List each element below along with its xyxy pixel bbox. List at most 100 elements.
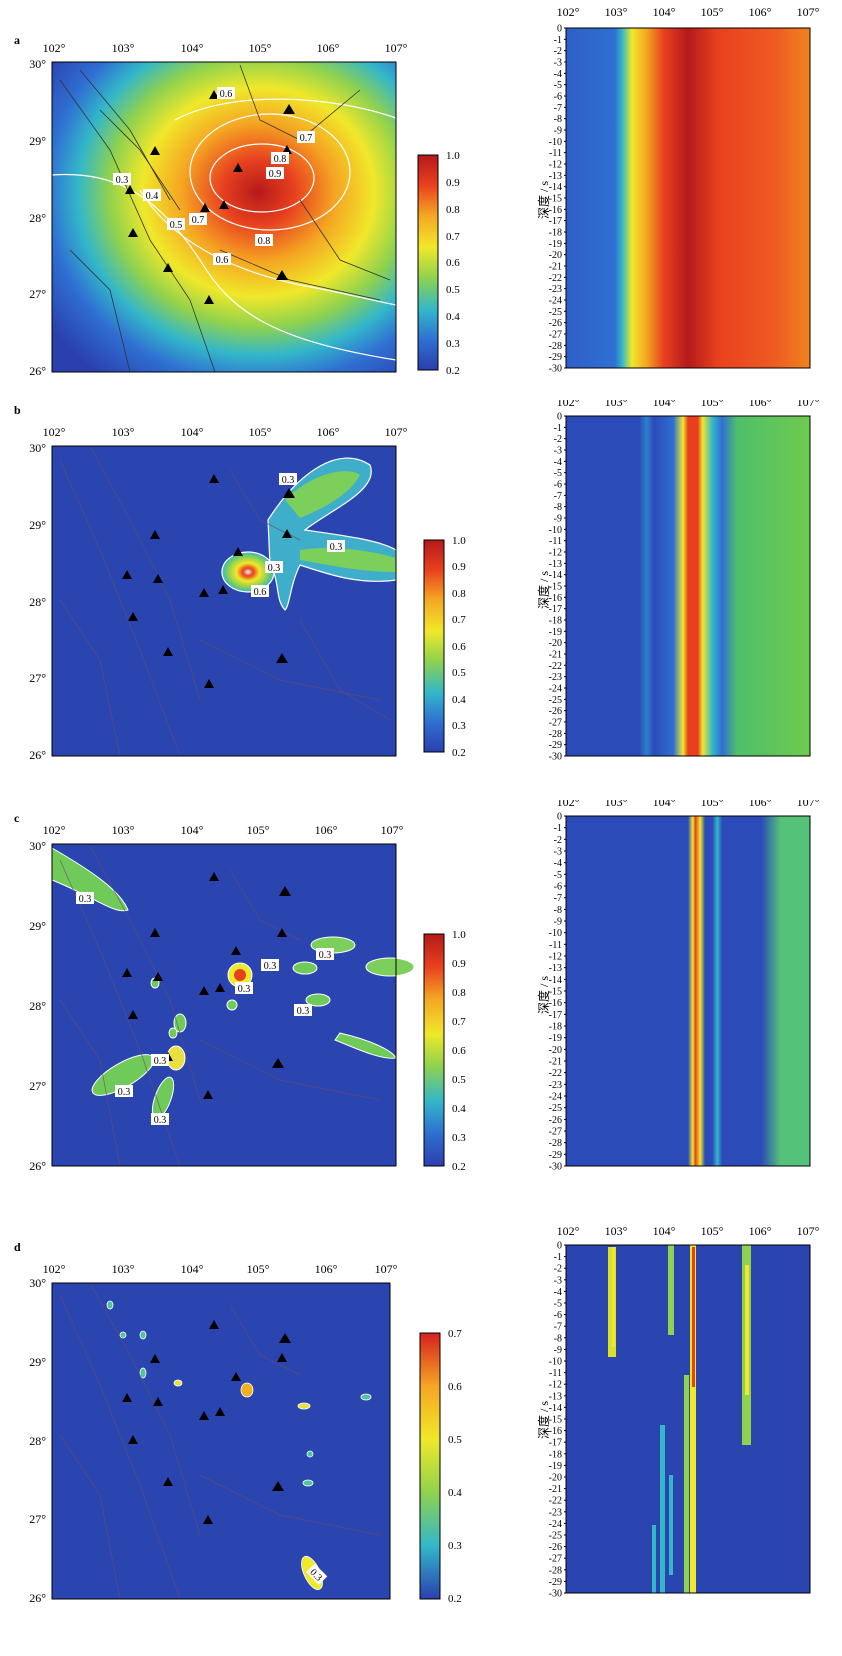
- svg-text:107°: 107°: [797, 400, 820, 409]
- depth-tick-label: -6: [554, 1310, 562, 1321]
- svg-text:105°: 105°: [701, 800, 724, 809]
- station-triangle: [163, 263, 173, 272]
- svg-text:103°: 103°: [112, 1262, 135, 1276]
- svg-text:106°: 106°: [315, 823, 338, 837]
- depth-tick-label: -12: [549, 952, 562, 963]
- svg-text:0.3: 0.3: [446, 338, 460, 350]
- svg-text:27°: 27°: [29, 1079, 46, 1093]
- svg-text:0.7: 0.7: [452, 1016, 466, 1028]
- svg-text:105°: 105°: [247, 1262, 270, 1276]
- depth-tick-label: -1: [554, 1252, 562, 1263]
- contour-line: [174, 98, 397, 121]
- depth-tick-label: -9: [554, 917, 562, 928]
- map-d: 0.3 102° 103° 104° 105° 106° 107° 30° 29…: [29, 1262, 397, 1605]
- depth-tick-label: -2: [554, 434, 562, 445]
- depth-tick-label: -1: [554, 823, 562, 834]
- depth-tick-label: -6: [554, 480, 562, 491]
- depth-tick-label: -8: [554, 502, 562, 513]
- depth-tick-label: -29: [549, 1150, 562, 1161]
- svg-text:26°: 26°: [29, 1159, 46, 1173]
- depth-tick-label: -10: [549, 1357, 562, 1368]
- station-triangle: [276, 270, 288, 280]
- contour-labels: 0.3 0.3 0.3 0.3 0.3 0.3 0.3 0.3: [76, 892, 334, 1126]
- map-field: [52, 62, 396, 372]
- svg-text:107°: 107°: [375, 1262, 398, 1276]
- section-c: 102° 103° 104° 105° 106° 107° 0-1-2-3-4-…: [536, 795, 820, 1173]
- depth-tick-label: -15: [549, 987, 562, 998]
- svg-text:105°: 105°: [701, 1225, 724, 1238]
- depth-tick-label: -11: [549, 1368, 562, 1379]
- depth-tick-label: -15: [549, 582, 562, 593]
- svg-text:28°: 28°: [29, 595, 46, 609]
- svg-text:104°: 104°: [181, 425, 204, 439]
- depth-tick-label: -7: [554, 893, 562, 904]
- depth-tick-label: -26: [549, 1115, 562, 1126]
- svg-text:106°: 106°: [749, 400, 772, 409]
- depth-tick-label: -16: [549, 998, 562, 1009]
- panel-a: a: [0, 0, 842, 400]
- depth-tick-label: -18: [549, 616, 562, 627]
- svg-text:0.5: 0.5: [448, 1434, 462, 1446]
- panel-b: b 0.3: [0, 395, 842, 800]
- svg-text:0.7: 0.7: [452, 614, 466, 626]
- depth-tick-label: -8: [554, 905, 562, 916]
- depth-tick-label: -10: [549, 525, 562, 536]
- depth-tick-label: -13: [549, 963, 562, 974]
- panel-a-svg: a: [14, 5, 820, 378]
- depth-tick-label: -3: [554, 446, 562, 457]
- section-ylabel: 深度 / s: [536, 571, 551, 609]
- depth-tick-label: -30: [549, 364, 562, 375]
- depth-tick-label: -2: [554, 46, 562, 57]
- svg-text:29°: 29°: [29, 134, 46, 148]
- station-triangle: [209, 90, 219, 99]
- depth-tick-label: -21: [549, 1484, 562, 1495]
- station-triangle: [200, 203, 210, 212]
- svg-text:106°: 106°: [749, 1225, 772, 1238]
- depth-ticks: 0-1-2-3-4-5-6-7-8-9-10-11-12-13-14-15-16…: [549, 412, 566, 763]
- svg-text:0.8: 0.8: [258, 236, 271, 247]
- stations: [122, 872, 291, 1099]
- depth-tick-label: -5: [554, 80, 562, 91]
- depth-ticks: 0-1-2-3-4-5-6-7-8-9-10-11-12-13-14-15-16…: [549, 24, 566, 375]
- svg-text:0.3: 0.3: [297, 1006, 310, 1017]
- svg-text:0.3: 0.3: [154, 1115, 167, 1126]
- depth-tick-label: -8: [554, 114, 562, 125]
- svg-text:0.3: 0.3: [452, 1132, 466, 1144]
- depth-tick-label: -25: [549, 1531, 562, 1542]
- svg-text:0.3: 0.3: [118, 1087, 131, 1098]
- svg-text:30°: 30°: [29, 1276, 46, 1290]
- section-ylabel: 深度 / s: [536, 976, 551, 1014]
- svg-text:1.0: 1.0: [446, 150, 460, 162]
- svg-text:0.2: 0.2: [446, 365, 460, 377]
- svg-text:30°: 30°: [29, 839, 46, 853]
- depth-tick-label: -29: [549, 740, 562, 751]
- panel-c-svg: c: [14, 795, 820, 1173]
- map-a: 0.3 0.4 0.5 0.6 0.6 0.7 0.7 0.8 0.8 0.9 …: [29, 41, 407, 378]
- svg-text:27°: 27°: [29, 671, 46, 685]
- panel-c: c: [0, 795, 842, 1225]
- lat-ticks: 30° 29° 28° 27° 26°: [29, 441, 46, 762]
- svg-text:0.9: 0.9: [452, 958, 466, 970]
- svg-text:0.7: 0.7: [192, 215, 205, 226]
- depth-tick-label: -30: [549, 1589, 562, 1600]
- depth-tick-label: -28: [549, 1138, 562, 1149]
- depth-ticks: 0-1-2-3-4-5-6-7-8-9-10-11-12-13-14-15-16…: [549, 812, 566, 1173]
- depth-tick-label: -3: [554, 1275, 562, 1286]
- depth-tick-label: -8: [554, 1333, 562, 1344]
- svg-text:27°: 27°: [29, 1512, 46, 1526]
- svg-text:0.4: 0.4: [146, 191, 159, 202]
- svg-text:0.6: 0.6: [220, 89, 233, 100]
- svg-text:105°: 105°: [249, 41, 272, 55]
- depth-tick-label: -16: [549, 1426, 562, 1437]
- station-triangle: [128, 228, 138, 237]
- map-c: 0.3 0.3 0.3 0.3 0.3 0.3 0.3 0.3 102° 103…: [29, 823, 415, 1173]
- fault-lines: [59, 1282, 381, 1600]
- depth-tick-label: -26: [549, 1542, 562, 1553]
- depth-tick-label: -22: [549, 661, 562, 672]
- svg-text:104°: 104°: [181, 823, 204, 837]
- depth-tick-label: -16: [549, 205, 562, 216]
- svg-text:0.3: 0.3: [448, 1540, 462, 1552]
- svg-text:102°: 102°: [43, 425, 66, 439]
- svg-text:0.7: 0.7: [448, 1328, 462, 1340]
- depth-tick-label: -23: [549, 1507, 562, 1518]
